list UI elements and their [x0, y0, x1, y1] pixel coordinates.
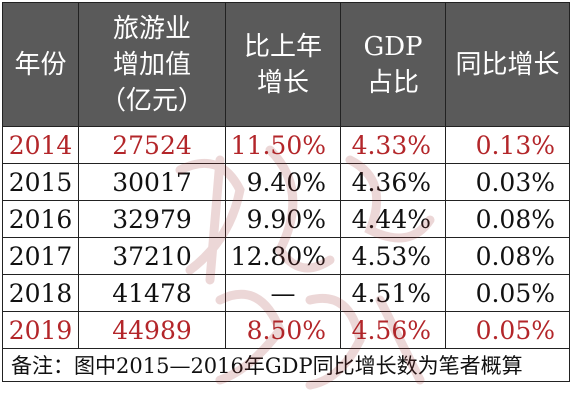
cell-value: 41478 [78, 274, 226, 312]
cell-value: 37210 [78, 237, 226, 275]
footnote-row: 备注：图中2015—2016年GDP同比增长数为笔者概算 [2, 348, 570, 382]
cell-year: 2019 [2, 311, 79, 349]
cell-growth: 9.40% [225, 163, 341, 201]
cell-value: 30017 [78, 163, 226, 201]
table-row: 2019 44989 8.50% 4.56% 0.05% [2, 311, 570, 349]
header-year: 年份 [2, 2, 79, 127]
table-row: 2014 27524 11.50% 4.33% 0.13% [2, 126, 570, 164]
cell-value: 27524 [78, 126, 226, 164]
cell-share: 4.36% [340, 163, 446, 201]
header-yoy-line-1: 同比增长 [455, 49, 560, 80]
table-row: 2017 37210 12.80% 4.53% 0.08% [2, 237, 570, 275]
header-growth-line-1: 比上年 [243, 31, 322, 62]
cell-year: 2017 [2, 237, 79, 275]
header-tourism-value-line-3: （亿元） [99, 85, 204, 116]
header-year-line-1: 年份 [14, 49, 67, 80]
tourism-gdp-table: 年份 旅游业 增加值 （亿元） 比上年 增长 GDP 占比 同比增长 [2, 2, 570, 382]
header-gdp-share-line-1: GDP [363, 31, 423, 62]
cell-growth: — [225, 274, 341, 312]
cell-yoy: 0.08% [445, 237, 570, 275]
cell-yoy: 0.13% [445, 126, 570, 164]
cell-share: 4.56% [340, 311, 446, 349]
cell-value: 32979 [78, 200, 226, 238]
cell-share: 4.51% [340, 274, 446, 312]
cell-year: 2015 [2, 163, 79, 201]
cell-value: 44989 [78, 311, 226, 349]
cell-growth: 8.50% [225, 311, 341, 349]
cell-year: 2014 [2, 126, 79, 164]
cell-year: 2016 [2, 200, 79, 238]
header-tourism-value-line-2: 增加值 [112, 49, 191, 80]
header-row: 年份 旅游业 增加值 （亿元） 比上年 增长 GDP 占比 同比增长 [2, 2, 570, 127]
table-row: 2018 41478 — 4.51% 0.05% [2, 274, 570, 312]
cell-share: 4.53% [340, 237, 446, 275]
cell-growth: 11.50% [225, 126, 341, 164]
cell-yoy: 0.08% [445, 200, 570, 238]
cell-growth: 9.90% [225, 200, 341, 238]
header-tourism-value: 旅游业 增加值 （亿元） [78, 2, 226, 127]
cell-yoy: 0.05% [445, 274, 570, 312]
header-tourism-value-line-1: 旅游业 [112, 13, 191, 44]
cell-growth: 12.80% [225, 237, 341, 275]
cell-yoy: 0.03% [445, 163, 570, 201]
cell-share: 4.44% [340, 200, 446, 238]
header-growth: 比上年 增长 [225, 2, 341, 127]
header-growth-line-2: 增长 [256, 67, 309, 98]
header-gdp-share-line-2: 占比 [366, 67, 419, 98]
table-row: 2015 30017 9.40% 4.36% 0.03% [2, 163, 570, 201]
header-yoy: 同比增长 [445, 2, 570, 127]
table-row: 2016 32979 9.90% 4.44% 0.08% [2, 200, 570, 238]
cell-yoy: 0.05% [445, 311, 570, 349]
cell-year: 2018 [2, 274, 79, 312]
footnote: 备注：图中2015—2016年GDP同比增长数为笔者概算 [2, 348, 570, 382]
cell-share: 4.33% [340, 126, 446, 164]
header-gdp-share: GDP 占比 [340, 2, 446, 127]
